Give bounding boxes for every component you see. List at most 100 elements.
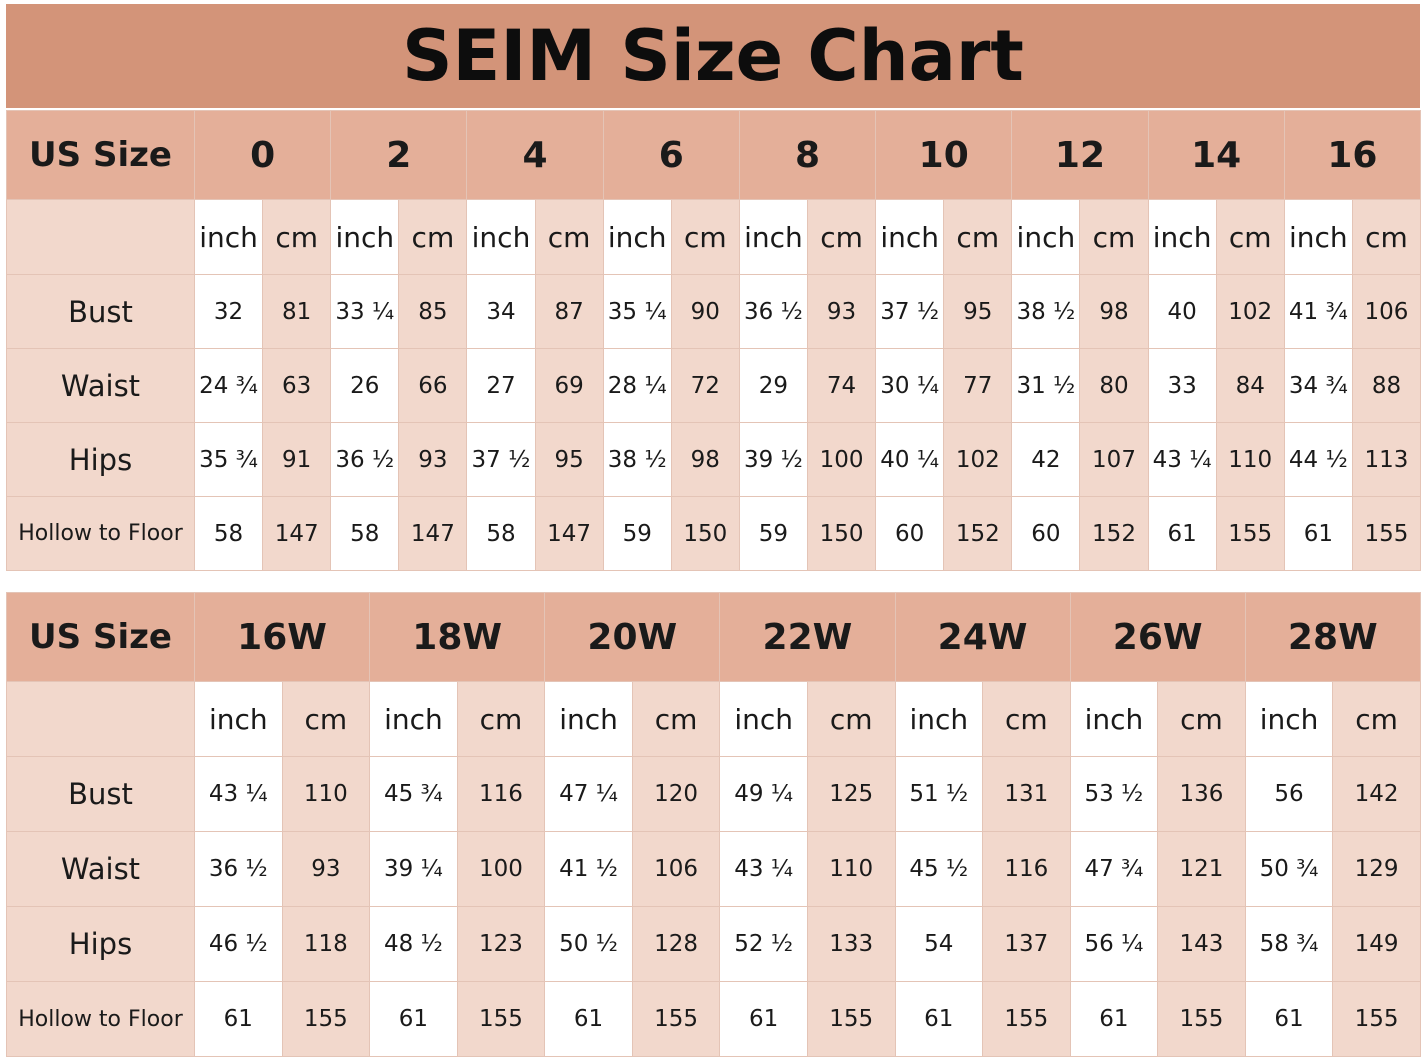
measurement-value: 143 (1157, 906, 1246, 982)
measurement-value: 51 ½ (894, 756, 984, 832)
measurement-value: 155 (982, 981, 1071, 1057)
unit-cm-cell: cm (534, 199, 604, 275)
measurement-value: 77 (943, 348, 1013, 423)
measurement-value: 44 ½ (1283, 422, 1353, 497)
unit-inch-cell: inch (894, 681, 984, 757)
measurement-label: Bust (6, 274, 195, 349)
measurement-value: 33 ¼ (330, 274, 400, 349)
measurement-value: 58 (466, 496, 536, 571)
unit-inch-cell: inch (193, 199, 264, 275)
measurement-value: 50 ¾ (1244, 831, 1334, 907)
measurement-value: 91 (262, 422, 332, 497)
measurement-value: 45 ¾ (369, 756, 458, 832)
measurement-value: 116 (982, 831, 1071, 907)
measurement-value: 155 (631, 981, 721, 1057)
measurement-row: Hollow to Floor 58 147 58 147 58 147 59 150 59 150… (6, 496, 1422, 571)
unit-cm-cell: cm (631, 681, 721, 757)
title-banner: SEIM Size Chart (6, 4, 1420, 108)
measurement-value: 58 (193, 496, 264, 571)
measurement-value: 155 (806, 981, 896, 1057)
measurement-value: 33 (1147, 348, 1217, 423)
measurement-value: 36 ½ (194, 831, 283, 907)
measurement-value: 133 (806, 906, 896, 982)
measurement-value: 110 (1215, 422, 1285, 497)
measurement-value: 129 (1332, 831, 1421, 907)
measurement-value: 95 (534, 422, 604, 497)
measurement-row: Waist 36 ½ 93 39 ¼ 100 41 ½ 106 43 ¼ 110 45 ½ 116 4… (6, 831, 1421, 907)
measurement-value: 56 ¼ (1069, 906, 1159, 982)
measurement-label: Hollow to Floor (6, 496, 195, 571)
measurement-value: 118 (281, 906, 371, 982)
measurement-value: 100 (456, 831, 546, 907)
measurement-value: 152 (1079, 496, 1149, 571)
unit-header-blank (6, 681, 195, 757)
size-header-cell: 4 (466, 110, 604, 200)
measurement-value: 72 (670, 348, 740, 423)
measurement-value: 125 (806, 756, 896, 832)
unit-cm-cell: cm (806, 199, 877, 275)
measurement-value: 37 ½ (875, 274, 945, 349)
measurement-value: 41 ½ (544, 831, 633, 907)
measurement-value: 93 (281, 831, 371, 907)
measurement-value: 48 ½ (369, 906, 458, 982)
measurement-value: 61 (1244, 981, 1334, 1057)
measurement-value: 24 ¾ (193, 348, 264, 423)
measurement-value: 38 ½ (1011, 274, 1081, 349)
unit-cm-cell: cm (1332, 681, 1421, 757)
measurement-value: 107 (1079, 422, 1149, 497)
measurement-value: 43 ¼ (1147, 422, 1217, 497)
unit-inch-cell: inch (602, 199, 672, 275)
measurement-value: 50 ½ (544, 906, 633, 982)
measurement-value: 59 (738, 496, 808, 571)
size-header-cell: 18W (369, 592, 546, 682)
measurement-value: 98 (670, 422, 740, 497)
measurement-value: 58 (330, 496, 400, 571)
measurement-value: 149 (1332, 906, 1421, 982)
measurement-value: 150 (670, 496, 740, 571)
size-header-cell: 12 (1011, 110, 1149, 200)
size-table-plus: US Size 16W 18W 20W 22W 24W 26W 28W inch cm inch cm… (6, 592, 1421, 1057)
measurement-value: 34 (466, 274, 536, 349)
measurement-value: 120 (631, 756, 721, 832)
measurement-value: 41 ¾ (1283, 274, 1353, 349)
measurement-value: 113 (1351, 422, 1422, 497)
measurement-value: 61 (1283, 496, 1353, 571)
measurement-value: 100 (806, 422, 877, 497)
unit-inch-cell: inch (1011, 199, 1081, 275)
measurement-value: 37 ½ (466, 422, 536, 497)
measurement-value: 137 (982, 906, 1071, 982)
measurement-value: 61 (194, 981, 283, 1057)
unit-inch-cell: inch (369, 681, 458, 757)
size-header-cell: 10 (875, 110, 1013, 200)
unit-cm-cell: cm (943, 199, 1013, 275)
measurement-label: Waist (6, 348, 195, 423)
measurement-value: 63 (262, 348, 332, 423)
measurement-value: 42 (1011, 422, 1081, 497)
size-header-label: US Size (6, 110, 195, 200)
unit-cm-cell: cm (806, 681, 896, 757)
measurement-value: 32 (193, 274, 264, 349)
unit-header-blank (6, 199, 195, 275)
page-title: SEIM Size Chart (402, 15, 1024, 97)
measurement-value: 121 (1157, 831, 1246, 907)
measurement-row: Hollow to Floor 61 155 61 155 61 155 61 155 61 155… (6, 981, 1421, 1057)
unit-inch-cell: inch (1283, 199, 1353, 275)
size-table-standard: US Size 0 2 4 6 8 10 12 14 16 inch cm inch cm inch cm in… (6, 110, 1422, 571)
unit-inch-cell: inch (1147, 199, 1217, 275)
measurement-value: 106 (1351, 274, 1422, 349)
size-header-row: US Size 16W 18W 20W 22W 24W 26W 28W (6, 592, 1421, 682)
unit-inch-cell: inch (719, 681, 808, 757)
unit-inch-cell: inch (1244, 681, 1334, 757)
measurement-value: 128 (631, 906, 721, 982)
unit-cm-cell: cm (262, 199, 332, 275)
measurement-value: 39 ¼ (369, 831, 458, 907)
measurement-value: 61 (544, 981, 633, 1057)
unit-cm-cell: cm (1215, 199, 1285, 275)
measurement-value: 43 ¼ (194, 756, 283, 832)
measurement-label: Hollow to Floor (6, 981, 195, 1057)
measurement-value: 45 ½ (894, 831, 984, 907)
measurement-value: 147 (262, 496, 332, 571)
measurement-value: 35 ¼ (602, 274, 672, 349)
size-header-cell: 26W (1069, 592, 1246, 682)
